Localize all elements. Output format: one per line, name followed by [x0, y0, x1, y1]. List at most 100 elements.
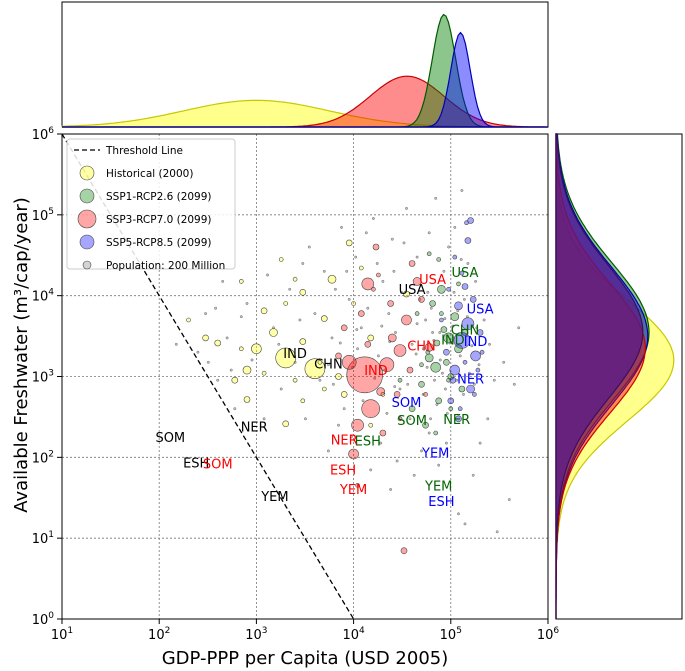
point-historical-2000: [368, 422, 374, 428]
population-dot: [322, 269, 326, 273]
point-ssp3-rcp7-0-2099: [341, 354, 357, 370]
point-ssp5-rcp8-5-2099: [476, 329, 484, 336]
point-ssp5-rcp8-5-2099: [461, 283, 469, 290]
point-ssp3-rcp7-0-2099: [361, 277, 375, 291]
country-label-usa: USA: [467, 303, 494, 318]
legend-marker-ssp1-rcp2-6-2099: [79, 188, 95, 204]
population-dot: [279, 387, 283, 391]
country-label-som: SOM: [392, 396, 422, 411]
population-dot: [250, 358, 254, 362]
population-dot: [517, 326, 521, 330]
population-dot: [229, 368, 233, 372]
population-dot: [492, 378, 496, 382]
population-dot: [266, 273, 269, 277]
population-dot: [331, 382, 335, 386]
country-label-ner: NER: [443, 413, 470, 428]
point-historical-2000: [292, 276, 298, 282]
legend-label-ssp3-rcp7-0-2099: SSP3-RCP7.0 (2099): [106, 214, 212, 226]
point-historical-2000: [299, 338, 307, 345]
population-dot: [390, 237, 394, 241]
point-ssp3-rcp7-0-2099: [387, 333, 397, 343]
point-historical-2000: [300, 398, 306, 404]
population-dot: [405, 206, 408, 210]
population-dot: [307, 245, 311, 249]
population-dot: [393, 385, 397, 388]
population-dot: [313, 312, 317, 315]
point-ssp3-rcp7-0-2099: [401, 314, 412, 326]
point-ssp5-rcp8-5-2099: [469, 296, 477, 303]
point-ssp1-rcp2-6-2099: [450, 312, 460, 322]
population-dot: [233, 407, 237, 411]
population-dot: [239, 315, 243, 319]
population-dot: [196, 350, 200, 354]
point-historical-2000: [367, 334, 375, 342]
point-ssp1-rcp2-6-2099: [440, 326, 448, 333]
point-ssp3-rcp7-0-2099: [424, 342, 434, 352]
population-dot: [380, 324, 384, 328]
population-dot: [447, 245, 450, 249]
legend-label-ssp5-rcp8-5-2099: SSP5-RCP8.5 (2099): [106, 237, 212, 249]
x-tick-label: 105: [440, 626, 462, 643]
point-historical-2000: [243, 396, 251, 403]
point-ssp3-rcp7-0-2099: [379, 357, 395, 373]
population-dot: [304, 417, 307, 421]
point-ssp3-rcp7-0-2099: [371, 286, 376, 292]
population-dot: [356, 347, 359, 351]
population-dot: [472, 382, 476, 386]
point-historical-2000: [214, 339, 221, 347]
population-dot: [466, 262, 470, 265]
threshold-line: [61, 133, 355, 620]
population-dot: [376, 354, 380, 358]
point-ssp5-rcp8-5-2099: [462, 359, 468, 365]
point-historical-2000: [320, 315, 328, 322]
country-label-usa: USA: [419, 273, 446, 288]
population-dot: [333, 287, 337, 291]
country-label-ind: IND: [464, 335, 488, 350]
population-dot: [326, 449, 330, 453]
population-dot: [373, 376, 377, 380]
point-ssp5-rcp8-5-2099: [455, 415, 462, 423]
point-ssp1-rcp2-6-2099: [414, 311, 420, 316]
point-ssp1-rcp2-6-2099: [430, 361, 442, 373]
population-dot: [395, 459, 399, 463]
country-label-esh: ESH: [330, 464, 356, 479]
population-dot: [442, 269, 446, 273]
point-historical-2000: [231, 376, 239, 384]
y-tick-label: 101: [32, 530, 54, 547]
population-dot: [421, 347, 425, 351]
population-dot: [429, 306, 433, 310]
population-dot: [298, 318, 302, 322]
country-label-ind: IND: [283, 347, 307, 362]
population-dot: [262, 417, 266, 421]
point-ssp1-rcp2-6-2099: [446, 377, 451, 383]
population-dot: [512, 382, 516, 386]
point-historical-2000: [239, 346, 244, 352]
country-label-esh: ESH: [428, 495, 454, 510]
country-label-ind: IND: [441, 333, 465, 348]
population-dot: [462, 297, 466, 301]
point-ssp3-rcp7-0-2099: [406, 366, 414, 374]
population-dot: [453, 225, 457, 229]
population-dot: [460, 189, 464, 192]
point-historical-2000: [292, 377, 298, 383]
point-ssp5-rcp8-5-2099: [449, 376, 457, 384]
point-ssp1-rcp2-6-2099: [436, 257, 442, 262]
population-dot: [174, 342, 178, 346]
country-label-ner: NER: [457, 373, 484, 388]
point-ssp3-rcp7-0-2099: [408, 260, 416, 267]
point-ssp5-rcp8-5-2099: [452, 254, 458, 260]
y-tick-label: 100: [32, 611, 55, 628]
point-ssp1-rcp2-6-2099: [422, 421, 429, 429]
country-label-som: SOM: [397, 414, 427, 429]
point-ssp3-rcp7-0-2099: [412, 277, 422, 286]
population-dot: [398, 387, 402, 391]
point-ssp3-rcp7-0-2099: [418, 296, 425, 303]
country-label-usa: USA: [452, 266, 479, 281]
point-historical-2000: [345, 239, 353, 247]
point-ssp1-rcp2-6-2099: [419, 362, 424, 368]
point-ssp1-rcp2-6-2099: [424, 353, 434, 363]
y-tick-label: 102: [32, 449, 54, 466]
legend-label-ssp1-rcp2-6-2099: SSP1-RCP2.6 (2099): [106, 191, 212, 203]
point-historical-2000: [186, 317, 191, 323]
